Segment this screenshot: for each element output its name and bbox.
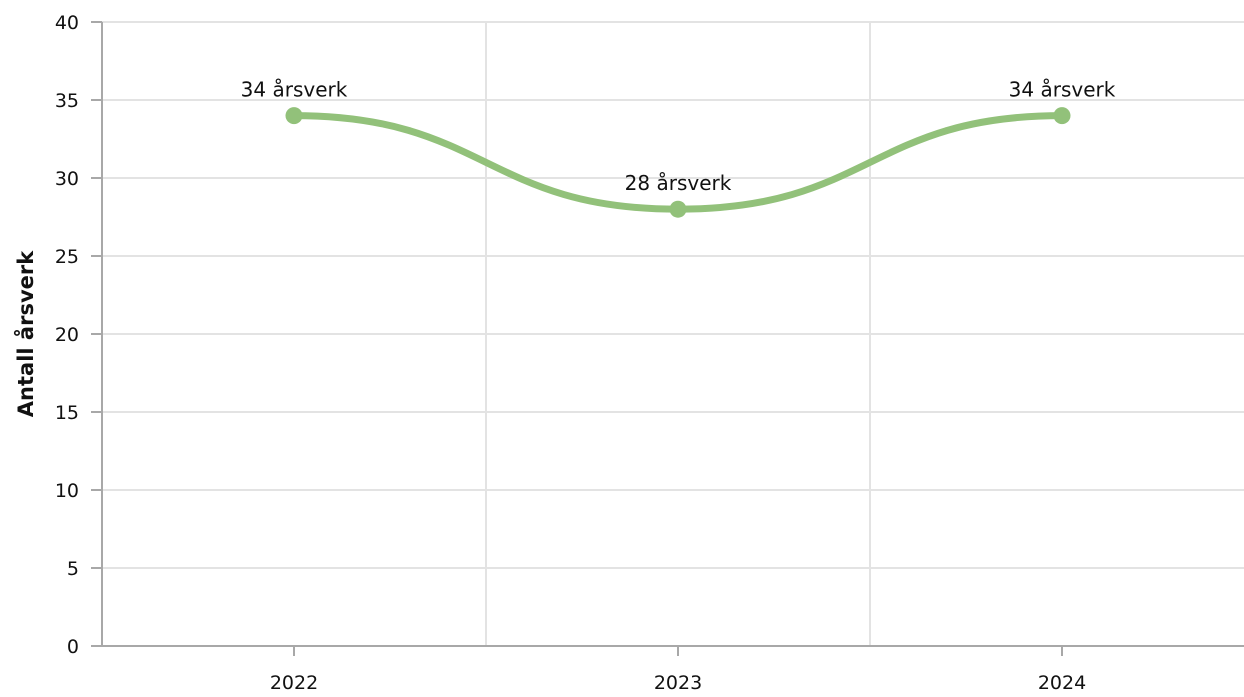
data-label: 34 årsverk	[1009, 78, 1116, 102]
data-labels: 34 årsverk 28 årsverk 34 årsverk	[241, 78, 1116, 196]
y-tick-label: 40	[55, 12, 79, 34]
series-layer	[285, 107, 1071, 218]
y-tick-label: 25	[55, 246, 79, 268]
x-tick-label: 2022	[270, 672, 318, 693]
x-tick-label: 2024	[1038, 672, 1086, 693]
grid	[102, 21, 1244, 646]
y-tick-label: 30	[55, 168, 79, 190]
y-tick-label: 15	[55, 402, 79, 424]
data-point	[669, 200, 687, 218]
y-tick-label: 20	[55, 324, 79, 346]
data-label: 34 årsverk	[241, 78, 348, 102]
y-tick-label: 10	[55, 480, 79, 502]
y-tick-label: 5	[67, 558, 79, 580]
data-label: 28 årsverk	[625, 171, 732, 195]
axes: 0 5 10 15 20 25 30 35 40 2022 2023 2024	[55, 12, 1244, 694]
data-point	[1053, 107, 1071, 125]
y-tick-label: 35	[55, 90, 79, 112]
data-point	[285, 107, 303, 125]
y-axis-title: Antall årsverk	[13, 250, 38, 417]
x-tick-label: 2023	[654, 672, 702, 693]
y-tick-label: 0	[67, 636, 79, 658]
